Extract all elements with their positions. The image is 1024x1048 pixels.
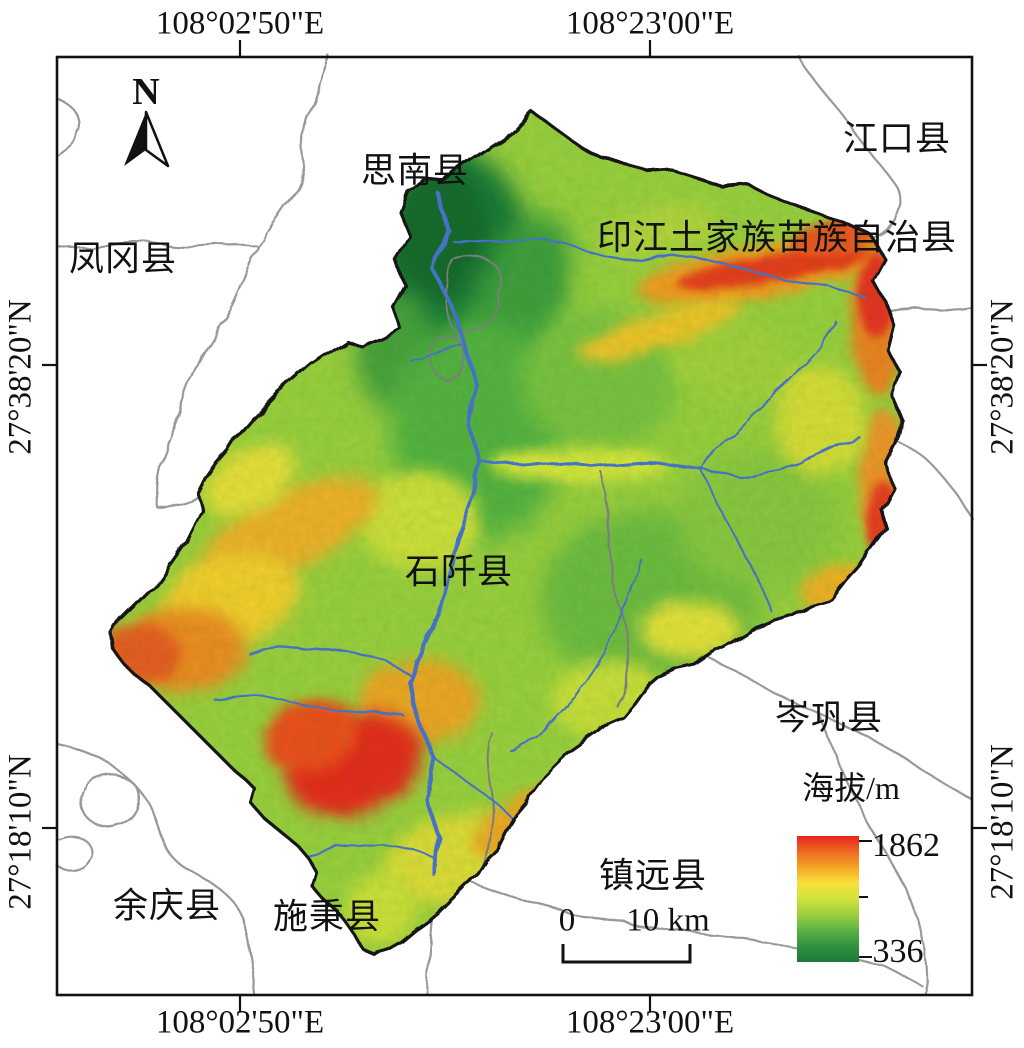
lon-label-bottom-right: 108°23'00"E — [565, 1004, 735, 1041]
legend-max-value: 1862 — [872, 827, 940, 864]
north-arrow-icon — [124, 110, 170, 168]
river-network — [214, 190, 868, 874]
lon-label-top-right: 108°23'00"E — [565, 5, 735, 42]
county-label-yinjiang: 印江土家族苗族自治县 — [596, 218, 958, 258]
legend-min-value: 336 — [872, 933, 924, 970]
scale-bar-zero-label: 0 — [558, 902, 576, 939]
county-label-sinan: 思南县 — [360, 151, 470, 191]
county-label-shiqian: 石阡县 — [404, 552, 514, 592]
north-arrow-label: N — [132, 71, 160, 113]
neighbor-boundary-lines — [55, 55, 974, 997]
scale-bar — [561, 944, 692, 964]
legend-title: 海拔/m — [802, 770, 900, 806]
county-label-shibing: 施秉县 — [272, 897, 382, 937]
axis-ticks — [42, 40, 987, 1012]
legend-ticks — [859, 840, 872, 958]
lat-label-right-top: 27°38'20"N — [984, 299, 1021, 455]
county-label-cengong: 岑巩县 — [774, 698, 884, 738]
lat-label-left-top: 27°38'20"N — [2, 299, 39, 455]
county-label-jiangkou: 江口县 — [842, 119, 952, 159]
map-frame — [42, 40, 987, 1012]
legend-colorbar — [797, 836, 859, 962]
county-label-yuqing: 余庆县 — [112, 886, 222, 926]
lon-label-top-left: 108°02'50"E — [155, 5, 325, 42]
lon-label-bottom-left: 108°02'50"E — [155, 1004, 325, 1041]
lat-label-right-bottom: 27°18'10"N — [984, 744, 1021, 900]
scale-bar-distance-label: 10 km — [626, 902, 710, 939]
county-label-zhenyuan: 镇远县 — [598, 856, 708, 896]
lat-label-left-bottom: 27°18'10"N — [2, 754, 39, 910]
county-label-fenggang: 凤冈县 — [68, 239, 178, 279]
